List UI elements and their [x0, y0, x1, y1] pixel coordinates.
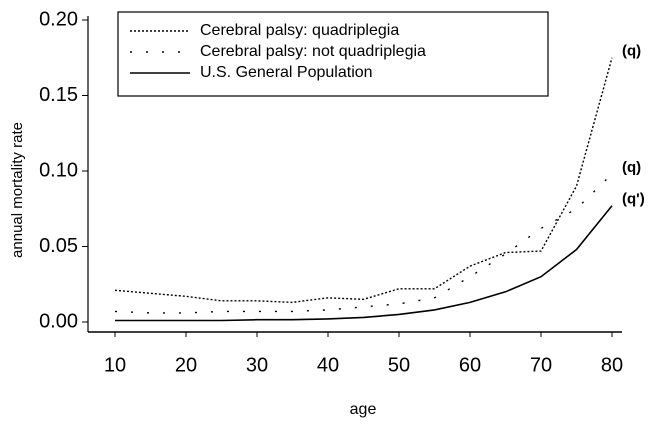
- x-tick-label: 70: [530, 354, 552, 376]
- x-axis-label: age: [350, 401, 377, 418]
- y-tick-label: 0.20: [39, 8, 78, 30]
- annotation: (q): [622, 159, 641, 176]
- annotation: (q'): [622, 191, 645, 208]
- legend-box: [117, 11, 549, 97]
- x-tick-label: 10: [104, 354, 126, 376]
- line-series: [115, 205, 613, 322]
- y-tick-label: 0.05: [39, 235, 78, 257]
- y-tick-label: 0.00: [39, 310, 78, 332]
- y-tick-label: 0.10: [39, 159, 78, 181]
- x-tick-label: 50: [388, 354, 410, 376]
- legend-label: U.S. General Population: [200, 64, 373, 81]
- y-tick-label: 0.15: [39, 84, 78, 106]
- x-tick-label: 60: [459, 354, 481, 376]
- x-tick-label: 80: [601, 354, 623, 376]
- line-series: [114, 57, 613, 304]
- line-series: [114, 173, 613, 314]
- x-tick-label: 30: [246, 354, 268, 376]
- annotation: (q): [622, 43, 641, 60]
- y-axis-label: annual mortality rate: [9, 122, 26, 258]
- x-tick-label: 20: [175, 354, 197, 376]
- legend-label: Cerebral palsy: not quadriplegia: [200, 43, 426, 60]
- legend-label: Cerebral palsy: quadriplegia: [200, 22, 399, 39]
- x-tick-label: 40: [317, 354, 339, 376]
